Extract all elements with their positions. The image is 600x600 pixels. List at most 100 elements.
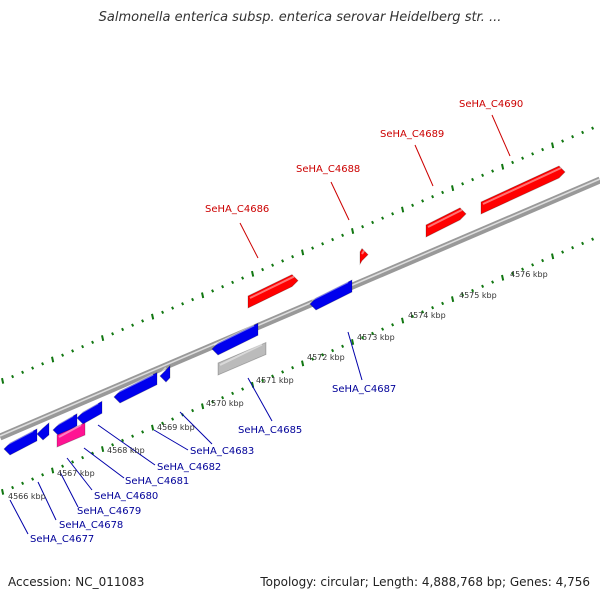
tick-mark xyxy=(341,344,345,348)
tick-mark xyxy=(381,327,385,331)
tick-mark xyxy=(61,353,65,357)
gene-arrow[interactable] xyxy=(36,421,50,441)
tick-mark xyxy=(271,374,275,378)
tick-mark xyxy=(541,147,545,152)
gene-label[interactable]: SeHA_C4688 xyxy=(296,164,360,175)
tick-mark xyxy=(141,430,145,434)
tick-mark xyxy=(411,314,415,318)
tick-mark xyxy=(121,438,125,443)
tick-mark xyxy=(501,274,505,281)
tick-mark xyxy=(351,339,355,345)
gene-arrow[interactable] xyxy=(480,165,566,215)
tick-mark xyxy=(491,169,495,173)
gene-arrow[interactable] xyxy=(113,371,158,404)
kbp-label: 4573 kbp xyxy=(357,333,395,342)
gene-arrow[interactable] xyxy=(359,247,369,266)
tick-mark xyxy=(361,336,365,340)
tick-mark xyxy=(571,135,575,139)
gene-features xyxy=(3,165,566,456)
gene-arrow[interactable] xyxy=(247,274,299,309)
tick-mark xyxy=(321,353,325,357)
gene-label[interactable]: SeHA_C4679 xyxy=(77,506,141,517)
tick-mark xyxy=(471,288,475,293)
gene-arrow[interactable] xyxy=(211,322,259,356)
gene-highlight xyxy=(361,250,365,255)
tick-mark xyxy=(221,284,225,289)
tick-mark xyxy=(131,434,135,438)
tick-mark xyxy=(361,225,365,229)
kbp-labels: 4566 kbp 4567 kbp 4568 kbp 4569 kbp 4570… xyxy=(8,270,548,501)
tick-mark xyxy=(291,365,295,370)
tick-mark xyxy=(381,216,385,220)
tick-mark xyxy=(221,395,225,400)
gene-highlight xyxy=(5,429,34,446)
tick-mark xyxy=(171,306,175,310)
gene-label[interactable]: SeHA_C4682 xyxy=(157,462,221,473)
tick-mark xyxy=(561,139,565,143)
kbp-label: 4568 kbp xyxy=(107,446,145,455)
gene-label[interactable]: SeHA_C4690 xyxy=(459,99,523,110)
tick-mark xyxy=(461,293,465,297)
kbp-label: 4571 kbp xyxy=(256,376,294,385)
tick-mark xyxy=(551,142,555,149)
tick-mark xyxy=(241,276,245,280)
kbp-label: 4572 kbp xyxy=(307,353,345,362)
gene-label[interactable]: SeHA_C4686 xyxy=(205,204,269,215)
tick-mark xyxy=(591,126,595,130)
tick-mark xyxy=(211,400,215,404)
gene-arrow[interactable] xyxy=(425,207,467,238)
forward-gene-labels: SeHA_C4686 SeHA_C4688 SeHA_C4689 SeHA_C4… xyxy=(205,99,523,215)
tick-mark xyxy=(301,360,305,367)
tick-mark xyxy=(301,249,305,256)
gene-label[interactable]: SeHA_C4687 xyxy=(332,384,396,395)
gene-highlight xyxy=(219,343,263,366)
tick-mark xyxy=(441,301,445,306)
tick-mark xyxy=(531,263,535,267)
tick-mark xyxy=(31,477,35,481)
tick-mark xyxy=(551,253,555,260)
gene-arrow[interactable] xyxy=(76,400,103,425)
backbone xyxy=(0,176,600,441)
tick-mark xyxy=(281,259,285,263)
tick-mark xyxy=(1,377,5,384)
tick-mark xyxy=(241,387,245,391)
gene-arrow[interactable] xyxy=(309,279,353,311)
tick-mark xyxy=(171,417,175,421)
gene-label[interactable]: SeHA_C4689 xyxy=(380,129,444,140)
tick-mark xyxy=(21,370,25,375)
tick-mark xyxy=(431,306,435,310)
tick-mark xyxy=(581,130,585,135)
tick-mark xyxy=(271,263,275,267)
gene-label[interactable]: SeHA_C4683 xyxy=(190,446,254,457)
gene-highlight xyxy=(78,402,99,415)
tick-mark xyxy=(191,297,195,302)
tick-mark xyxy=(331,348,335,353)
tick-mark xyxy=(321,242,325,246)
tick-mark xyxy=(341,233,345,237)
gene-label[interactable]: SeHA_C4685 xyxy=(238,425,302,436)
tick-mark xyxy=(11,374,15,379)
tick-mark xyxy=(531,152,535,156)
gene-label[interactable]: SeHA_C4680 xyxy=(94,491,158,502)
tick-mark xyxy=(481,284,485,288)
tick-mark xyxy=(541,258,545,263)
gene-label[interactable]: SeHA_C4677 xyxy=(30,534,94,545)
tick-mark xyxy=(391,212,395,216)
gene-arrow[interactable] xyxy=(159,364,171,383)
tick-mark xyxy=(1,488,5,495)
tick-mark xyxy=(511,271,515,276)
tick-mark xyxy=(191,408,195,413)
gene-arrow[interactable] xyxy=(56,422,86,448)
tick-mark xyxy=(461,182,465,186)
gene-highlight xyxy=(427,208,463,228)
tick-mark xyxy=(121,327,125,332)
tick-mark xyxy=(481,173,485,177)
gene-arrow[interactable] xyxy=(3,428,38,456)
tick-mark xyxy=(491,280,495,284)
gene-label[interactable]: SeHA_C4681 xyxy=(125,476,189,487)
gene-arrow[interactable] xyxy=(217,341,267,376)
kbp-label: 4574 kbp xyxy=(408,311,446,320)
gene-highlight xyxy=(482,167,562,205)
gene-highlight xyxy=(38,424,46,431)
gene-label[interactable]: SeHA_C4678 xyxy=(59,520,123,531)
